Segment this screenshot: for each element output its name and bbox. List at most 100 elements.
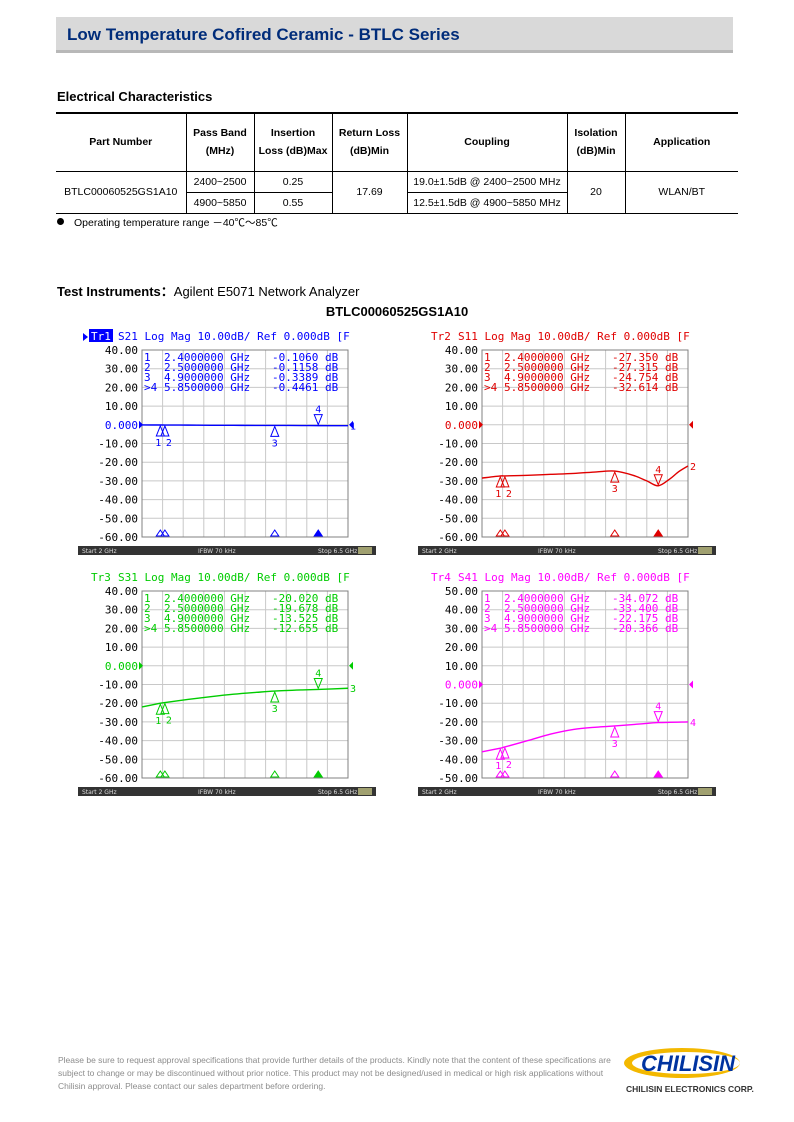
marker-axis-indicator-icon	[269, 529, 280, 537]
marker-table-label: 1	[144, 351, 151, 364]
marker-table-value: -32.614 dB	[612, 381, 679, 394]
status-start: Start 2 GHz	[82, 548, 117, 555]
marker-table-value: -34.072 dB	[612, 592, 679, 605]
cell-pass-band-1: 2400~2500	[185, 170, 254, 192]
y-tick-label: -30.00	[438, 475, 478, 488]
y-tick-label: 20.00	[105, 622, 138, 635]
y-tick-label: -40.00	[438, 753, 478, 766]
chart-s41: Tr4 S41 Log Mag 10.00dB/ Ref 0.000dB [F 50…	[418, 568, 716, 796]
page-title: Low Temperature Cofired Ceramic - BTLC S…	[67, 25, 460, 44]
chilisin-logo: CHILISIN	[624, 1048, 740, 1078]
marker-triangle-icon	[155, 424, 166, 437]
marker-table-value: -0.4461 dB	[272, 381, 339, 394]
marker-table-value: -19.678 dB	[272, 602, 339, 615]
marker-number-label: 4	[315, 405, 321, 416]
chart-group-title: BTLC00060525GS1A10	[325, 304, 469, 319]
status-stop: Stop 6.5 GHz	[318, 789, 357, 796]
marker-table-label: 3	[484, 612, 491, 625]
marker-table-label: 3	[484, 371, 491, 384]
marker-table-label: 3	[144, 612, 151, 625]
marker-table-label: >4	[484, 381, 498, 394]
col-header-application: Application	[624, 112, 738, 172]
operating-temperature-note: Operating temperature range －40℃～85℃	[57, 215, 278, 230]
status-ifbw: IFBW 70 kHz	[538, 789, 576, 796]
y-tick-label: 50.00	[445, 585, 478, 598]
y-tick-label: -40.00	[98, 735, 138, 748]
series-trace-line	[481, 465, 689, 487]
marker-triangle-icon	[500, 746, 510, 759]
y-tick-label: 40.00	[445, 344, 478, 357]
y-tick-label: -10.00	[98, 438, 138, 451]
header-bar: Low Temperature Cofired Ceramic - BTLC S…	[56, 17, 733, 53]
y-tick-label: 20.00	[105, 381, 138, 394]
marker-table-value: -13.525 dB	[272, 612, 339, 625]
ref-level-left-icon	[139, 661, 143, 670]
y-tick-label: 30.00	[105, 363, 138, 376]
trace-end-label: 2	[690, 462, 696, 473]
chart-background	[418, 327, 716, 555]
marker-table-freq: 2.5000000 GHz	[164, 602, 250, 615]
marker-axis-indicator-icon	[159, 770, 170, 778]
marker-number-label: 3	[612, 739, 618, 750]
cell-return-loss: 17.69	[331, 170, 407, 214]
marker-table-label: 2	[484, 361, 491, 374]
status-start: Start 2 GHz	[82, 789, 117, 796]
marker-number-label: 3	[272, 438, 278, 449]
y-tick-label: 30.00	[445, 622, 478, 635]
ref-level-left-icon	[479, 420, 483, 429]
y-tick-label: -50.00	[98, 512, 138, 525]
ref-level-right-icon	[349, 661, 353, 670]
chart-background	[78, 327, 376, 555]
marker-table-value: -20.366 dB	[612, 622, 679, 635]
marker-number-label: 1	[155, 438, 161, 449]
y-tick-label: 10.00	[105, 641, 138, 654]
status-bar	[78, 546, 376, 555]
marker-table-freq: 5.8500000 GHz	[164, 622, 250, 635]
marker-number-label: 2	[166, 438, 172, 449]
active-trace-highlight	[89, 329, 113, 342]
table-row: 4900~5850 0.55 12.5±1.5dB @ 4900~5850 MH…	[56, 191, 738, 214]
marker-table-freq: 2.5000000 GHz	[504, 361, 590, 374]
marker-number-label: 1	[155, 716, 161, 727]
trace-id: Tr3	[91, 571, 111, 584]
cell-application: WLAN/BT	[624, 170, 738, 214]
plot-frame	[141, 590, 349, 779]
status-box	[698, 547, 712, 554]
marker-table-freq: 2.4000000 GHz	[164, 592, 250, 605]
y-tick-label: 40.00	[445, 604, 478, 617]
ref-level-left-icon	[479, 680, 483, 689]
marker-number-label: 2	[506, 760, 512, 771]
marker-axis-indicator-icon	[499, 770, 510, 778]
marker-number-label: 3	[272, 704, 278, 715]
status-stop: Stop 6.5 GHz	[318, 548, 357, 555]
company-name: CHILISIN ELECTRONICS CORP.	[626, 1084, 754, 1094]
marker-axis-indicator-icon	[269, 770, 280, 778]
trace-id: Tr1	[91, 330, 111, 343]
marker-table-freq: 5.8500000 GHz	[504, 622, 590, 635]
marker-number-label: 1	[495, 489, 501, 500]
marker-table-label: >4	[144, 622, 158, 635]
chart-s11-svg: Tr2 S11 Log Mag 10.00dB/ Ref 0.000dB [F40…	[418, 327, 716, 555]
ref-level-left-icon	[139, 420, 143, 429]
chart-background	[78, 568, 376, 796]
trace-end-label: 4	[690, 718, 696, 729]
chart-s21: Tr1 S21 Log Mag 10.00dB/ Ref 0.000dB [F 40…	[78, 327, 376, 555]
marker-triangle-icon	[653, 711, 663, 723]
marker-table-value: -0.1158 dB	[272, 361, 339, 374]
y-tick-label: 40.00	[105, 585, 138, 598]
status-start: Start 2 GHz	[422, 548, 457, 555]
marker-number-label: 4	[655, 465, 661, 476]
cell-coupling-1: 19.0±1.5dB @ 2400~2500 MHz	[406, 170, 567, 192]
marker-triangle-icon	[313, 677, 323, 690]
marker-table-label: 1	[144, 592, 151, 605]
marker-axis-indicator-icon	[653, 529, 664, 537]
status-stop: Stop 6.5 GHz	[658, 548, 697, 555]
table-row: BTLC00060525GS1A10 2400~2500 0.25 17.69 …	[56, 170, 738, 214]
col-header-part-number: Part Number	[56, 112, 186, 172]
marker-axis-indicator-icon	[609, 529, 620, 537]
y-tick-label: -50.00	[438, 512, 478, 525]
y-tick-label: -30.00	[98, 475, 138, 488]
svg-text:CHILISIN: CHILISIN	[641, 1051, 736, 1076]
note-text: Operating temperature range －40℃～85℃	[74, 217, 278, 229]
y-tick-label: -60.00	[98, 531, 138, 544]
